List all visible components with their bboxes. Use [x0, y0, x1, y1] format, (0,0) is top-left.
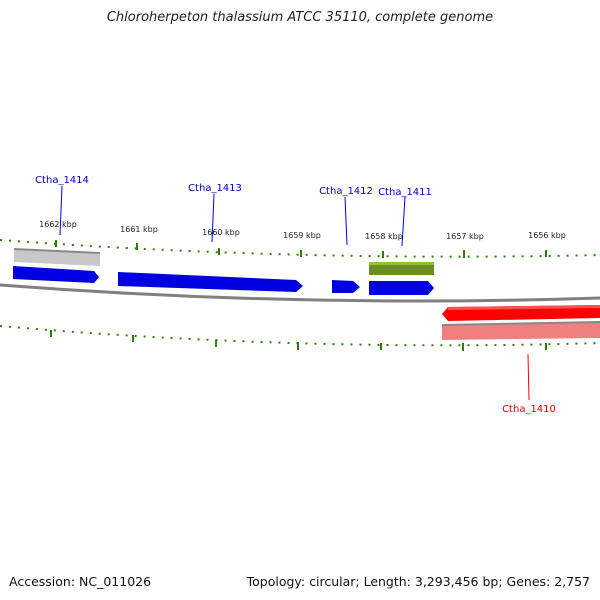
- cds-feature-gray: [14, 249, 100, 266]
- gene-arrow-ctha-1413[interactable]: [118, 272, 303, 292]
- tick-label: 1662 kbp: [39, 220, 77, 229]
- accession-label: Accession: NC_011026: [9, 574, 152, 589]
- cds-feature-pink-edge: [441, 321, 600, 326]
- genome-summary-label: Topology: circular; Length: 3,293,456 bp…: [246, 574, 590, 589]
- tick-label: 1660 kbp: [202, 228, 240, 237]
- gene-label-ctha-1410[interactable]: Ctha_1410: [502, 404, 556, 415]
- gene-label-ctha-1412[interactable]: Ctha_1412: [319, 186, 373, 197]
- gene-label-ctha-1414[interactable]: Ctha_1414: [35, 175, 89, 186]
- cds-feature-green: [369, 262, 434, 275]
- gene-label-ctha-1411[interactable]: Ctha_1411: [378, 187, 432, 198]
- gene-arrow-ctha-1414[interactable]: [13, 266, 99, 283]
- tick-label: 1661 kbp: [120, 225, 158, 234]
- label-leader-ctha-1411: [401, 196, 406, 247]
- genome-backbone: [0, 283, 600, 303]
- tick-label: 1657 kbp: [446, 232, 484, 241]
- gene-arrow-ctha-1411[interactable]: [369, 281, 434, 295]
- cds-feature-pink: [442, 322, 600, 340]
- genome-title: Chloroherpeton thalassium ATCC 35110, co…: [106, 10, 494, 25]
- label-leader-ctha-1412: [344, 196, 348, 246]
- tick-label: 1656 kbp: [528, 231, 566, 240]
- tick-label: 1659 kbp: [283, 231, 321, 240]
- tick-label: 1658 kbp: [365, 232, 403, 241]
- gene-arrow-ctha-1412[interactable]: [332, 280, 360, 293]
- label-leader-ctha-1413: [211, 193, 215, 243]
- lower-major-ticks: [50, 330, 547, 351]
- gene-label-ctha-1413[interactable]: Ctha_1413: [188, 183, 242, 194]
- label-leader-ctha-1410: [527, 353, 530, 401]
- cds-feature-gray-edge: [13, 248, 101, 254]
- cds-feature-green-highlight: [369, 262, 434, 265]
- gene-arrow-ctha-1410-highlight: [448, 305, 600, 310]
- label-leader-ctha-1414: [59, 185, 63, 236]
- upper-major-ticks: [55, 240, 547, 258]
